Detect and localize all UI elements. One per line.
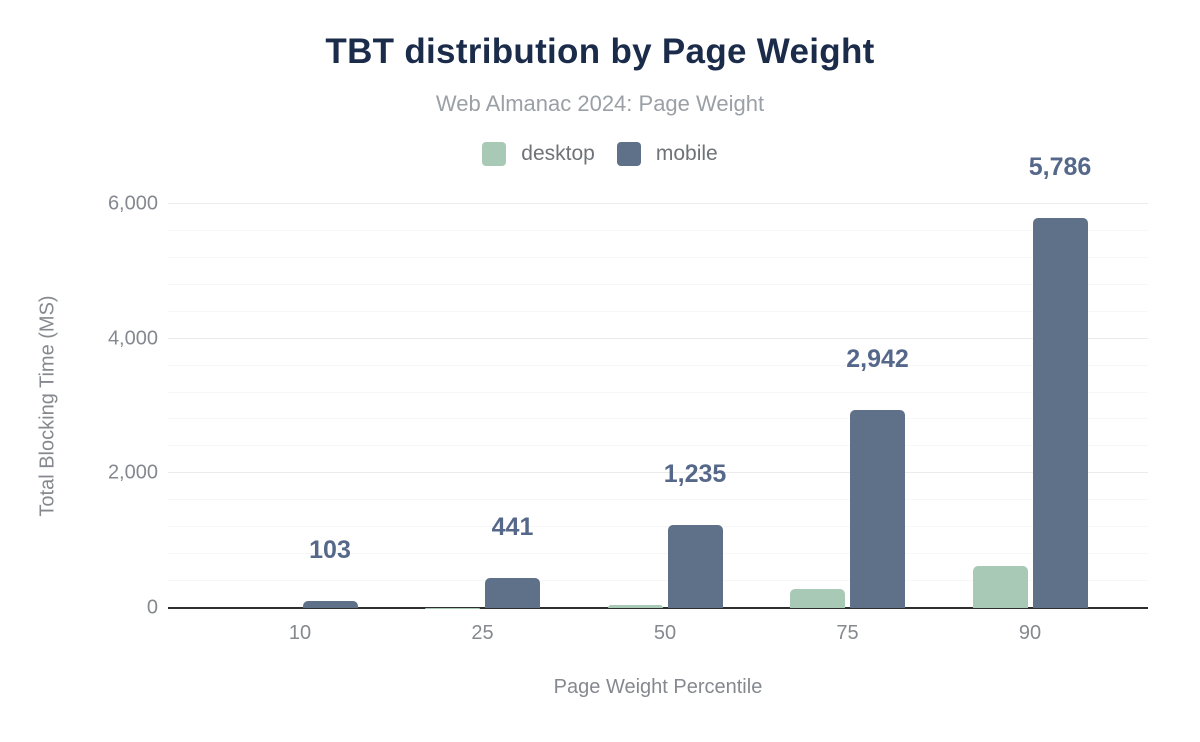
x-tick-label: 10 — [288, 622, 312, 644]
x-tick-label: 25 — [471, 622, 494, 644]
value-label: 1,235 — [663, 459, 727, 488]
minor-gridline — [168, 391, 1148, 393]
legend: desktop mobile — [0, 142, 1200, 166]
x-tick-label: 90 — [1018, 622, 1042, 644]
y-tick-label: 4,000 — [107, 327, 158, 350]
bar-mobile-p25[interactable] — [485, 578, 540, 608]
x-tick-label: 50 — [653, 622, 677, 644]
legend-label: desktop — [521, 142, 595, 165]
minor-gridline — [168, 418, 1148, 420]
y-axis-title: Total Blocking Time (MS) — [36, 295, 59, 517]
value-label: 2,942 — [846, 344, 909, 373]
legend-swatch-desktop — [482, 142, 507, 166]
legend-swatch-mobile — [616, 142, 641, 166]
legend-item-mobile[interactable]: mobile — [616, 142, 718, 166]
minor-gridline — [168, 526, 1148, 528]
minor-gridline — [168, 580, 1148, 582]
major-gridline — [168, 472, 1148, 474]
y-tick-label: 6,000 — [107, 192, 158, 215]
major-gridline — [168, 337, 1148, 339]
plot-area: 0 2,000 4,000 6,000 103 10 441 25 1,235 50 2,942 75… — [108, 153, 1148, 644]
minor-gridline — [168, 364, 1148, 366]
value-label: 441 — [491, 513, 534, 542]
value-label: 5,786 — [1028, 153, 1092, 182]
minor-gridline — [168, 445, 1148, 447]
x-tick-label: 75 — [836, 622, 859, 644]
legend-item-desktop[interactable]: desktop — [482, 142, 595, 166]
y-tick-label: 0 — [146, 596, 158, 619]
minor-gridline — [168, 256, 1148, 258]
bar-mobile-p75[interactable] — [850, 409, 905, 608]
legend-label: mobile — [655, 142, 718, 165]
major-gridline — [168, 203, 1148, 204]
bar-desktop-p75[interactable] — [790, 589, 845, 608]
bar-mobile-p10[interactable] — [302, 601, 358, 608]
chart-subtitle: Web Almanac 2024: Page Weight — [435, 91, 765, 116]
minor-gridline — [168, 229, 1148, 231]
minor-gridline — [168, 499, 1148, 501]
x-axis-baseline — [168, 607, 1148, 609]
bar-desktop-p50[interactable] — [607, 605, 663, 608]
value-label: 103 — [309, 536, 351, 565]
x-axis-title: Page Weight Percentile — [553, 676, 763, 698]
bar-mobile-p50[interactable] — [667, 524, 723, 608]
minor-gridline — [168, 283, 1148, 285]
bar-mobile-p90[interactable] — [1032, 218, 1088, 608]
y-tick-label: 2,000 — [107, 461, 158, 484]
chart-title: TBT distribution by Page Weight — [325, 32, 875, 71]
minor-gridline — [168, 553, 1148, 555]
bar-desktop-p90[interactable] — [972, 565, 1028, 608]
minor-gridline — [168, 310, 1148, 312]
